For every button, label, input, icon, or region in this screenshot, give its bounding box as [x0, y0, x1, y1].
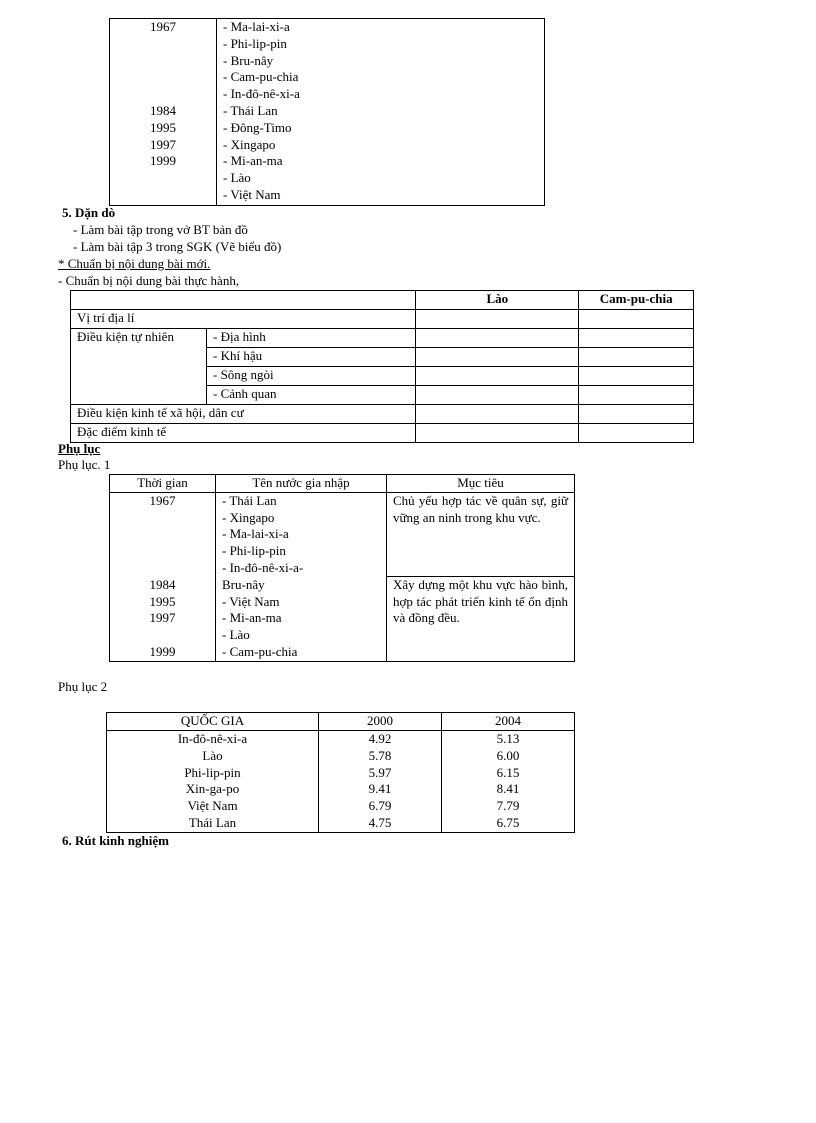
a1-years: 1967 1984 1995 1997 1999 — [149, 492, 176, 659]
years-cell: 1967 1984 1995 1997 1999 — [109, 18, 217, 206]
countries-cell: - Ma-lai-xi-a - Phi-lip-pin - Bru-nây - … — [216, 18, 545, 206]
a1-header-goal: Mục tiêu — [386, 474, 575, 493]
row-location: Vị trí địa lí — [69, 309, 417, 329]
a2-values-2004: 5.13 6.00 6.15 8.41 7.79 6.75 — [441, 730, 575, 833]
a2-row-1-col-1: 5.78 — [368, 747, 392, 763]
header-cambodia: Cam-pu-chia — [578, 290, 694, 310]
prep-item: - Chuẩn bị nội dung bài thực hành, — [58, 273, 240, 288]
task-item: - Làm bài tập 3 trong SGK (Vẽ biểu đồ) — [73, 239, 282, 254]
a2-row-0-col-2: 5.13 — [496, 731, 520, 746]
appendix2-table: QUỐC GIA 2000 2004 In-đô-nê-xi-a Lào Phi-l… — [106, 712, 575, 833]
cell — [578, 366, 694, 386]
cell — [415, 385, 580, 405]
a1-header-time: Thời gian — [109, 474, 216, 493]
cell — [578, 347, 694, 367]
a2-row-1-col-2: 6.00 — [496, 747, 520, 763]
a2-2000-list: 4.92 5.78 5.97 9.41 6.79 4.75 — [325, 731, 435, 832]
a1-countries-cell: - Thái Lan - Xingapo - Ma-lai-xi-a - Phi… — [215, 491, 387, 662]
a2-row-4-col-2: 7.79 — [496, 798, 520, 814]
years: 1967 1984 1995 1997 1999 — [150, 19, 176, 169]
a2-row-2-col-0: Phi-lip-pin — [184, 764, 241, 780]
a2-row-5-col-2: 6.75 — [496, 814, 520, 830]
task-item: - Làm bài tập trong vở BT bản đồ — [73, 222, 248, 237]
natural-sub: - Sông ngòi — [205, 366, 417, 386]
row-socio: Điều kiện kinh tế xã hội, dân cư — [69, 404, 417, 424]
practice-table: Lào Cam-pu-chia Vị trí địa lí Điều kiện … — [69, 290, 694, 443]
a2-row-3-col-1: 9.41 — [368, 781, 392, 797]
a1-years-cell: 1967 1984 1995 1997 1999 — [109, 491, 216, 662]
appendix2-label: Phụ lục 2 — [58, 679, 108, 694]
a1-goal-2: Xây dựng một khu vực hào bình, hợp tác p… — [386, 575, 575, 662]
a2-row-3-col-2: 8.41 — [496, 781, 520, 797]
section5-heading: 5. Dặn dò — [62, 205, 116, 220]
cell — [415, 404, 580, 424]
cell — [578, 423, 694, 443]
cell — [578, 385, 694, 405]
a2-row-2-col-1: 5.97 — [368, 764, 392, 780]
prep-heading: * Chuẩn bị nội dung bài mới. — [58, 256, 211, 271]
a2-header-2000: 2000 — [318, 712, 442, 731]
a2-row-0-col-1: 4.92 — [368, 731, 392, 746]
cell — [415, 423, 580, 443]
a2-country-list: In-đô-nê-xi-a Lào Phi-lip-pin Xin-ga-po Việ… — [113, 731, 312, 832]
a2-row-4-col-1: 6.79 — [368, 798, 392, 814]
a2-row-3-col-0: Xin-ga-po — [185, 781, 240, 797]
a1-header-countries: Tên nước gia nhập — [215, 474, 387, 493]
cell — [415, 309, 580, 329]
header-laos: Lào — [415, 290, 580, 310]
a2-row-4-col-0: Việt Nam — [187, 798, 238, 814]
header-empty — [69, 290, 417, 310]
natural-sub: - Khí hậu — [205, 347, 417, 367]
a2-values-2000: 4.92 5.78 5.97 9.41 6.79 4.75 — [318, 730, 442, 833]
cell — [415, 347, 580, 367]
a2-row-2-col-2: 6.15 — [496, 764, 520, 780]
a2-row-5-col-1: 4.75 — [368, 814, 392, 830]
a2-countries: In-đô-nê-xi-a Lào Phi-lip-pin Xin-ga-po Việ… — [106, 730, 319, 833]
row-economy: Đặc điểm kinh tế — [69, 423, 417, 443]
appendix-heading: Phụ lục — [58, 441, 101, 456]
a2-row-1-col-0: Lào — [202, 747, 223, 763]
a2-header-country: QUỐC GIA — [106, 712, 319, 731]
cell — [415, 366, 580, 386]
a1-countries: - Thái Lan - Xingapo - Ma-lai-xi-a - Phi… — [222, 492, 304, 659]
cell — [578, 404, 694, 424]
appendix1-label: Phụ lục. 1 — [58, 457, 111, 472]
a2-header-2004: 2004 — [441, 712, 575, 731]
cell — [578, 328, 694, 348]
countries: - Ma-lai-xi-a - Phi-lip-pin - Bru-nây - … — [223, 19, 300, 202]
section6-heading: 6. Rút kinh nghiệm — [62, 833, 169, 848]
a2-2004-list: 5.13 6.00 6.15 8.41 7.79 6.75 — [448, 731, 568, 832]
cell — [415, 328, 580, 348]
cell — [578, 309, 694, 329]
natural-sub: - Địa hình — [205, 328, 417, 348]
appendix1-table: Thời gian Tên nước gia nhập Mục tiêu 196… — [109, 474, 575, 662]
a2-row-5-col-0: Thái Lan — [188, 814, 237, 830]
member-table-top: 1967 1984 1995 1997 1999 - Ma-lai-xi-a -… — [109, 18, 545, 206]
a2-row-0-col-0: In-đô-nê-xi-a — [177, 731, 248, 746]
natural-sub: - Cảnh quan — [205, 385, 417, 405]
row-natural: Điều kiện tự nhiên — [70, 328, 207, 405]
a1-goal-1: Chủ yếu hợp tác về quân sự, giữ vững an … — [386, 491, 575, 577]
